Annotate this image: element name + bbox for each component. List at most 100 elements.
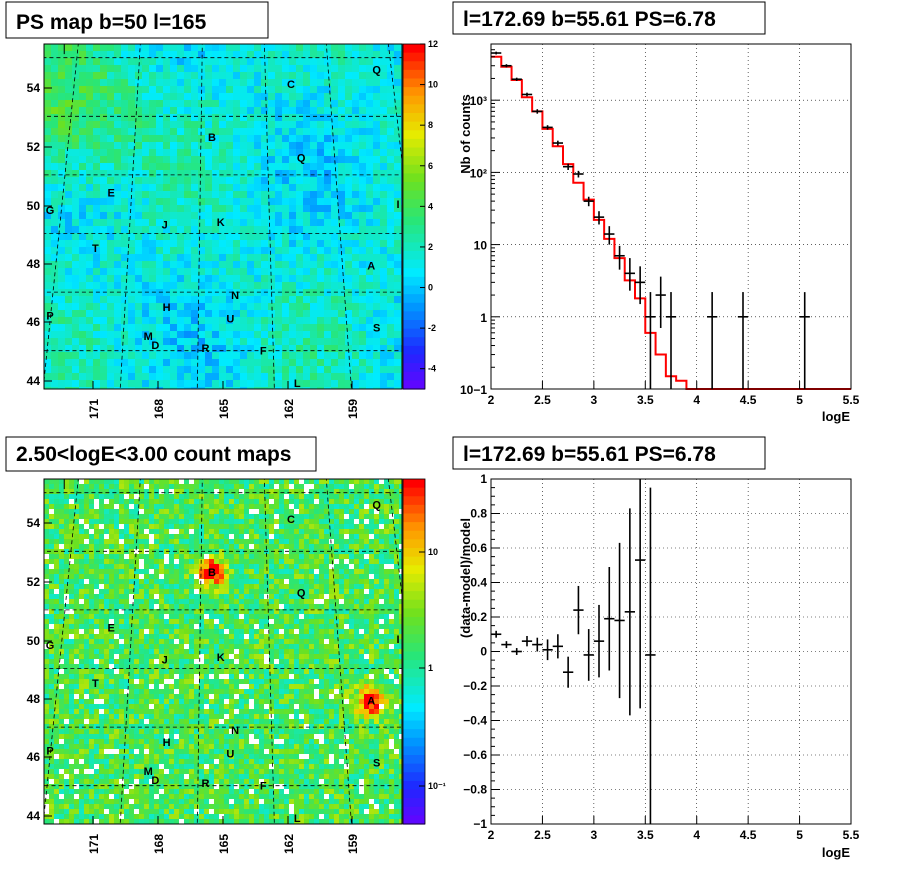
heatmap-cell bbox=[303, 205, 310, 212]
heatmap-cell bbox=[154, 534, 159, 539]
heatmap-cell bbox=[254, 205, 261, 212]
heatmap-cell bbox=[142, 121, 149, 128]
heatmap-cell bbox=[345, 219, 352, 226]
heatmap-cell bbox=[240, 191, 247, 198]
heatmap-cell bbox=[129, 564, 134, 569]
heatmap-cell bbox=[373, 65, 380, 72]
heatmap-cell bbox=[338, 212, 345, 219]
heatmap-cell bbox=[128, 212, 135, 219]
heatmap-cell bbox=[261, 44, 268, 51]
heatmap-cell bbox=[124, 489, 129, 494]
heatmap-cell bbox=[254, 594, 259, 599]
heatmap-cell bbox=[324, 373, 331, 380]
heatmap-cell bbox=[58, 149, 65, 156]
heatmap-cell bbox=[139, 539, 144, 544]
heatmap-cell bbox=[282, 387, 289, 389]
heatmap-cell bbox=[324, 303, 331, 310]
heatmap-cell bbox=[394, 317, 401, 324]
heatmap-cell bbox=[247, 65, 254, 72]
heatmap-cell bbox=[284, 519, 289, 524]
heatmap-cell bbox=[233, 79, 240, 86]
heatmap-cell bbox=[344, 489, 349, 494]
heatmap-cell bbox=[179, 504, 184, 509]
heatmap-cell bbox=[224, 494, 229, 499]
heatmap-cell bbox=[58, 51, 65, 58]
heatmap-cell bbox=[198, 366, 205, 373]
heatmap-cell bbox=[329, 549, 334, 554]
heatmap-cell bbox=[229, 599, 234, 604]
heatmap-cell bbox=[107, 51, 114, 58]
heatmap-cell bbox=[169, 604, 174, 609]
heatmap-cell bbox=[269, 484, 274, 489]
heatmap-cell bbox=[289, 247, 296, 254]
heatmap-cell bbox=[119, 589, 124, 594]
heatmap-cell bbox=[156, 345, 163, 352]
heatmap-cell bbox=[156, 338, 163, 345]
heatmap-cell bbox=[226, 93, 233, 100]
heatmap-cell bbox=[86, 317, 93, 324]
heatmap-cell bbox=[184, 539, 189, 544]
heatmap-cell bbox=[214, 559, 219, 564]
heatmap-cell bbox=[159, 614, 164, 619]
heatmap-cell bbox=[104, 504, 109, 509]
heatmap-cell bbox=[268, 373, 275, 380]
heatmap-cell bbox=[387, 58, 394, 65]
heatmap-cell bbox=[331, 247, 338, 254]
heatmap-cell bbox=[389, 534, 394, 539]
heatmap-cell bbox=[44, 79, 51, 86]
heatmap-cell bbox=[389, 574, 394, 579]
heatmap-cell bbox=[339, 524, 344, 529]
heatmap-cell bbox=[380, 387, 387, 389]
heatmap-cell bbox=[198, 296, 205, 303]
heatmap-cell bbox=[121, 233, 128, 240]
heatmap-cell bbox=[279, 609, 284, 614]
heatmap-cell bbox=[100, 366, 107, 373]
heatmap-cell bbox=[284, 564, 289, 569]
heatmap-cell bbox=[134, 489, 139, 494]
heatmap-cell bbox=[212, 177, 219, 184]
heatmap-cell bbox=[51, 212, 58, 219]
heatmap-cell bbox=[79, 373, 86, 380]
heatmap-cell bbox=[296, 317, 303, 324]
heatmap-cell bbox=[191, 65, 198, 72]
heatmap-cell bbox=[139, 599, 144, 604]
heatmap-cell bbox=[314, 519, 319, 524]
heatmap-cell bbox=[399, 579, 402, 584]
heatmap-cell bbox=[163, 275, 170, 282]
spectrum-data-point bbox=[511, 77, 522, 81]
heatmap-cell bbox=[212, 345, 219, 352]
heatmap-cell bbox=[268, 191, 275, 198]
heatmap-cell bbox=[156, 233, 163, 240]
heatmap-cell bbox=[100, 380, 107, 387]
heatmap-cell bbox=[352, 275, 359, 282]
heatmap-cell bbox=[289, 240, 296, 247]
heatmap-cell bbox=[259, 594, 264, 599]
heatmap-cell bbox=[49, 539, 54, 544]
heatmap-cell bbox=[331, 156, 338, 163]
heatmap-cell bbox=[74, 604, 79, 609]
heatmap-cell bbox=[54, 569, 59, 574]
heatmap-cell bbox=[65, 380, 72, 387]
heatmap-cell bbox=[134, 509, 139, 514]
spectrum-y-label: Nb of counts bbox=[458, 94, 473, 173]
heatmap-cell bbox=[139, 614, 144, 619]
heatmap-cell bbox=[170, 86, 177, 93]
heatmap-cell bbox=[174, 484, 179, 489]
heatmap-cell bbox=[254, 226, 261, 233]
heatmap-cell bbox=[72, 191, 79, 198]
heatmap-cell bbox=[212, 191, 219, 198]
heatmap-cell bbox=[199, 494, 204, 499]
heatmap-cell bbox=[84, 554, 89, 559]
heatmap-cell bbox=[54, 544, 59, 549]
heatmap-cell bbox=[72, 240, 79, 247]
heatmap-cell bbox=[219, 564, 224, 569]
heatmap-cell bbox=[289, 226, 296, 233]
heatmap-cell bbox=[384, 569, 389, 574]
heatmap-cell bbox=[261, 156, 268, 163]
heatmap-cell bbox=[247, 240, 254, 247]
heatmap-cell bbox=[344, 499, 349, 504]
heatmap-cell bbox=[114, 93, 121, 100]
heatmap-cell bbox=[239, 549, 244, 554]
heatmap-cell bbox=[387, 121, 394, 128]
heatmap-cell bbox=[309, 559, 314, 564]
